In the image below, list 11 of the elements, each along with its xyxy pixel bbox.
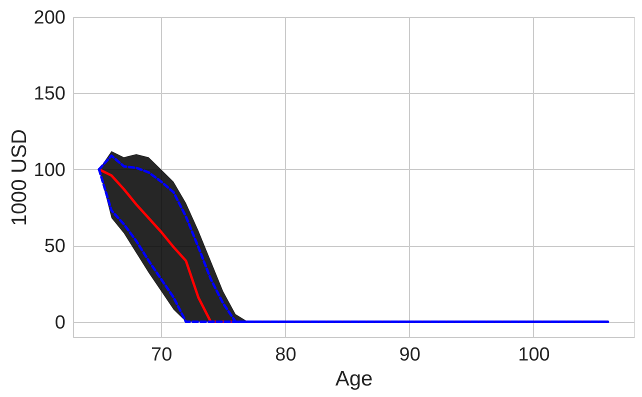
y-axis-title: 1000 USD — [8, 129, 31, 226]
y-tick-label: 0 — [54, 312, 66, 334]
x-axis-title: Age — [335, 368, 373, 390]
x-tick-label: 90 — [399, 344, 420, 366]
y-tick-label: 150 — [34, 84, 66, 105]
x-tick-label: 70 — [151, 344, 172, 366]
x-tick-label: 100 — [518, 344, 550, 366]
y-tick-label: 100 — [34, 160, 66, 181]
y-tick-label: 50 — [44, 236, 66, 258]
y-tick-label: 200 — [34, 8, 66, 28]
x-tick-label: 80 — [275, 344, 296, 366]
